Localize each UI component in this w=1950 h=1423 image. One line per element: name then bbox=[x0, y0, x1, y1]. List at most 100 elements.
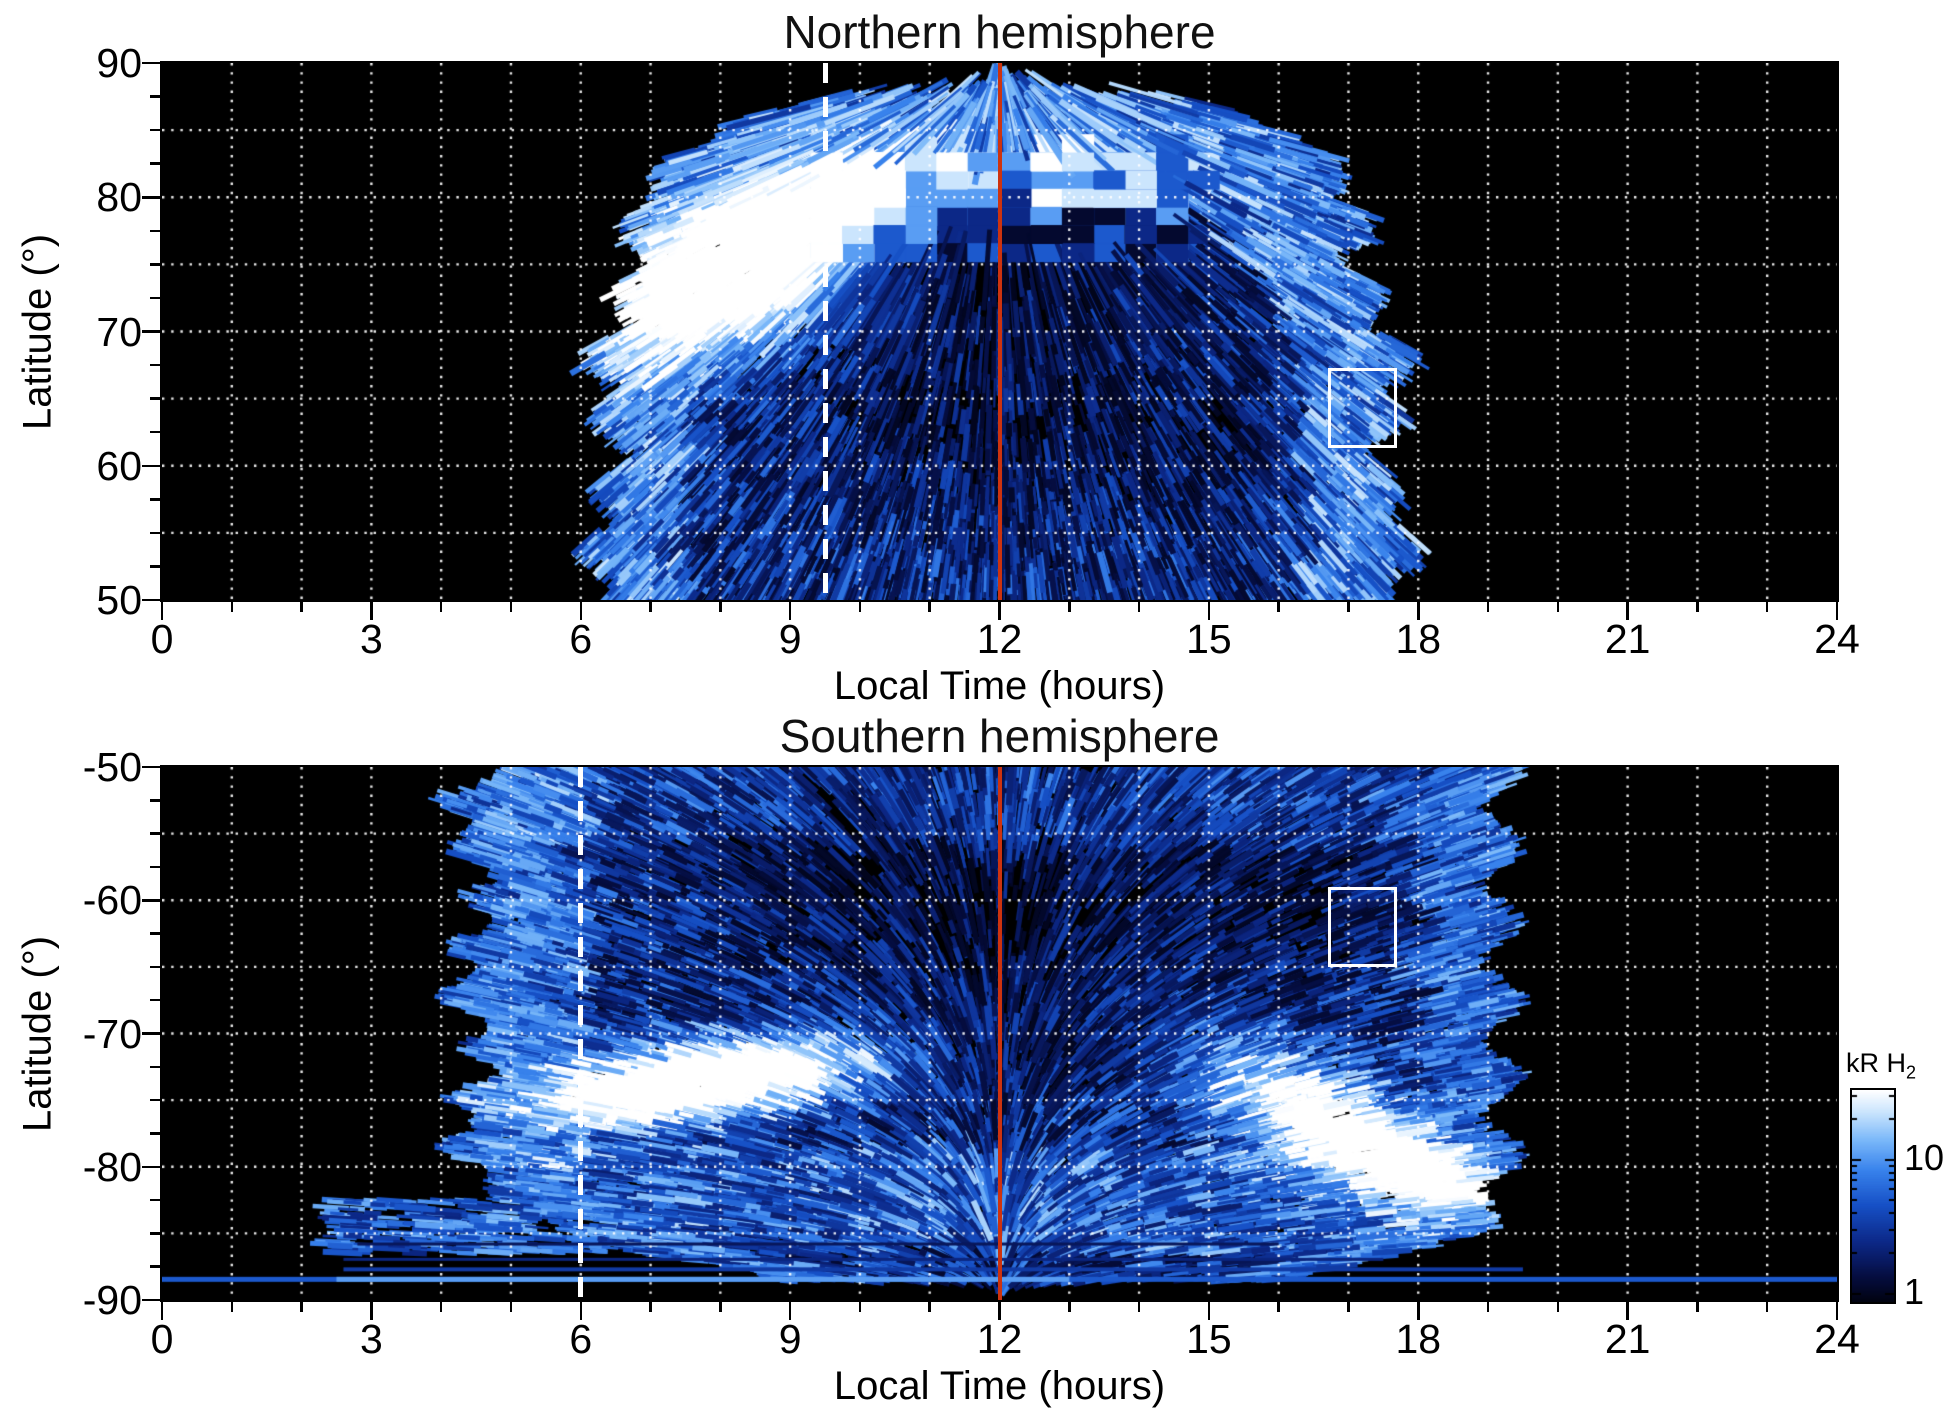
y-tick-label: -60 bbox=[82, 877, 142, 924]
panel-title-south: Southern hemisphere bbox=[779, 710, 1220, 762]
y-axis-tick bbox=[142, 61, 160, 65]
y-axis-tick bbox=[150, 932, 160, 935]
y-axis-tick bbox=[150, 1232, 160, 1235]
x-axis-tick bbox=[719, 602, 722, 612]
dashed-marker-line-south bbox=[578, 767, 584, 1300]
x-axis-tick bbox=[509, 1302, 513, 1312]
x-tick-label: 6 bbox=[569, 1316, 593, 1362]
x-axis-tick bbox=[1486, 602, 1490, 612]
x-axis-tick bbox=[160, 1302, 164, 1320]
x-axis-tick bbox=[1696, 602, 1699, 612]
selection-box-south bbox=[1327, 886, 1398, 967]
x-axis-tick bbox=[719, 1302, 722, 1312]
x-axis-tick bbox=[1417, 602, 1420, 620]
x-axis-tick bbox=[1277, 602, 1280, 612]
y-tick-label: -90 bbox=[82, 1277, 142, 1323]
y-axis-tick bbox=[150, 865, 160, 869]
x-tick-label: 15 bbox=[1186, 616, 1232, 662]
x-axis-tick bbox=[370, 1302, 373, 1320]
x-tick-label: 0 bbox=[150, 616, 174, 662]
y-tick-label: -50 bbox=[82, 744, 142, 790]
x-tick-label: 9 bbox=[778, 616, 802, 662]
y-tick-label: -70 bbox=[82, 1010, 142, 1057]
x-axis-tick bbox=[1417, 1302, 1420, 1320]
x-axis-tick bbox=[1068, 602, 1071, 612]
x-axis-tick bbox=[1277, 1302, 1280, 1312]
x-axis-tick bbox=[1347, 1302, 1350, 1312]
x-tick-label: 21 bbox=[1604, 1316, 1651, 1362]
y-axis-tick bbox=[142, 464, 160, 467]
x-axis-tick bbox=[788, 602, 792, 620]
x-tick-label: 9 bbox=[778, 1316, 802, 1362]
x-axis-tick bbox=[230, 1302, 234, 1312]
x-axis-tick bbox=[788, 1302, 792, 1320]
x-axis-title-south: Local Time (hours) bbox=[833, 1364, 1166, 1408]
x-tick-label: 18 bbox=[1395, 1316, 1442, 1362]
x-axis-tick bbox=[928, 602, 931, 612]
x-tick-label: 3 bbox=[359, 1316, 383, 1362]
x-tick-label: 0 bbox=[150, 1316, 174, 1362]
x-axis-tick bbox=[370, 602, 373, 620]
y-axis-tick bbox=[142, 330, 160, 333]
y-tick-label: 80 bbox=[96, 174, 142, 221]
y-axis-tick bbox=[150, 1132, 160, 1135]
y-axis-tick bbox=[150, 498, 160, 501]
x-axis-tick bbox=[1835, 1302, 1839, 1320]
x-axis-tick bbox=[1556, 602, 1560, 612]
colorbar-title: kR H2 bbox=[1846, 1048, 1917, 1083]
x-axis-title-north: Local Time (hours) bbox=[833, 664, 1166, 708]
x-axis-tick bbox=[1835, 602, 1839, 620]
x-tick-label: 15 bbox=[1186, 1316, 1232, 1362]
x-axis-tick bbox=[1207, 602, 1211, 620]
x-axis-tick bbox=[1137, 602, 1141, 612]
y-axis-tick bbox=[150, 263, 160, 266]
x-axis-tick bbox=[649, 1302, 652, 1312]
colorbar-tick-label: 1 bbox=[1904, 1270, 1925, 1312]
y-axis-tick bbox=[150, 1265, 160, 1268]
x-axis-tick bbox=[300, 1302, 303, 1312]
y-axis-tick bbox=[150, 397, 160, 400]
x-axis-tick bbox=[1556, 1302, 1560, 1312]
x-axis-tick bbox=[1486, 1302, 1490, 1312]
x-axis-tick bbox=[998, 602, 1001, 620]
x-axis-tick bbox=[230, 602, 234, 612]
y-axis-tick bbox=[150, 430, 160, 434]
x-axis-tick bbox=[1068, 1302, 1071, 1312]
y-tick-label: 60 bbox=[96, 442, 142, 489]
x-axis-tick bbox=[1626, 1302, 1629, 1320]
y-axis-tick bbox=[150, 832, 160, 835]
y-axis-tick bbox=[150, 1198, 160, 1202]
y-axis-tick bbox=[150, 998, 160, 1002]
x-axis-tick bbox=[579, 1302, 582, 1320]
y-axis-tick bbox=[150, 229, 160, 233]
colorbar-tick-label: 10 bbox=[1904, 1136, 1945, 1178]
y-axis-tick bbox=[150, 531, 160, 535]
y-axis-tick bbox=[150, 965, 160, 969]
colorbar-gradient bbox=[1850, 1088, 1896, 1304]
y-axis-tick bbox=[150, 799, 160, 802]
x-axis-tick bbox=[1137, 1302, 1141, 1312]
x-axis-tick bbox=[509, 602, 513, 612]
x-tick-label: 3 bbox=[359, 616, 383, 662]
x-axis-tick bbox=[439, 602, 443, 612]
x-axis-tick bbox=[1626, 602, 1629, 620]
y-axis-tick bbox=[150, 565, 160, 568]
y-tick-label: 50 bbox=[96, 577, 142, 623]
y-axis-tick bbox=[150, 95, 160, 98]
x-tick-label: 6 bbox=[569, 616, 593, 662]
x-axis-tick bbox=[1765, 602, 1769, 612]
x-axis-tick bbox=[300, 602, 303, 612]
x-tick-label: 12 bbox=[976, 616, 1023, 662]
panel-title-north: Northern hemisphere bbox=[783, 6, 1216, 58]
selection-box-north bbox=[1327, 367, 1398, 449]
x-tick-label: 24 bbox=[1814, 1316, 1860, 1362]
x-tick-label: 12 bbox=[976, 1316, 1023, 1362]
noon-line-north bbox=[997, 63, 1002, 600]
y-axis-tick bbox=[142, 1032, 160, 1035]
y-axis-tick bbox=[142, 1165, 160, 1168]
x-axis-tick bbox=[579, 602, 582, 620]
x-axis-tick bbox=[928, 1302, 931, 1312]
x-tick-label: 18 bbox=[1395, 616, 1442, 662]
x-axis-tick bbox=[858, 1302, 862, 1312]
